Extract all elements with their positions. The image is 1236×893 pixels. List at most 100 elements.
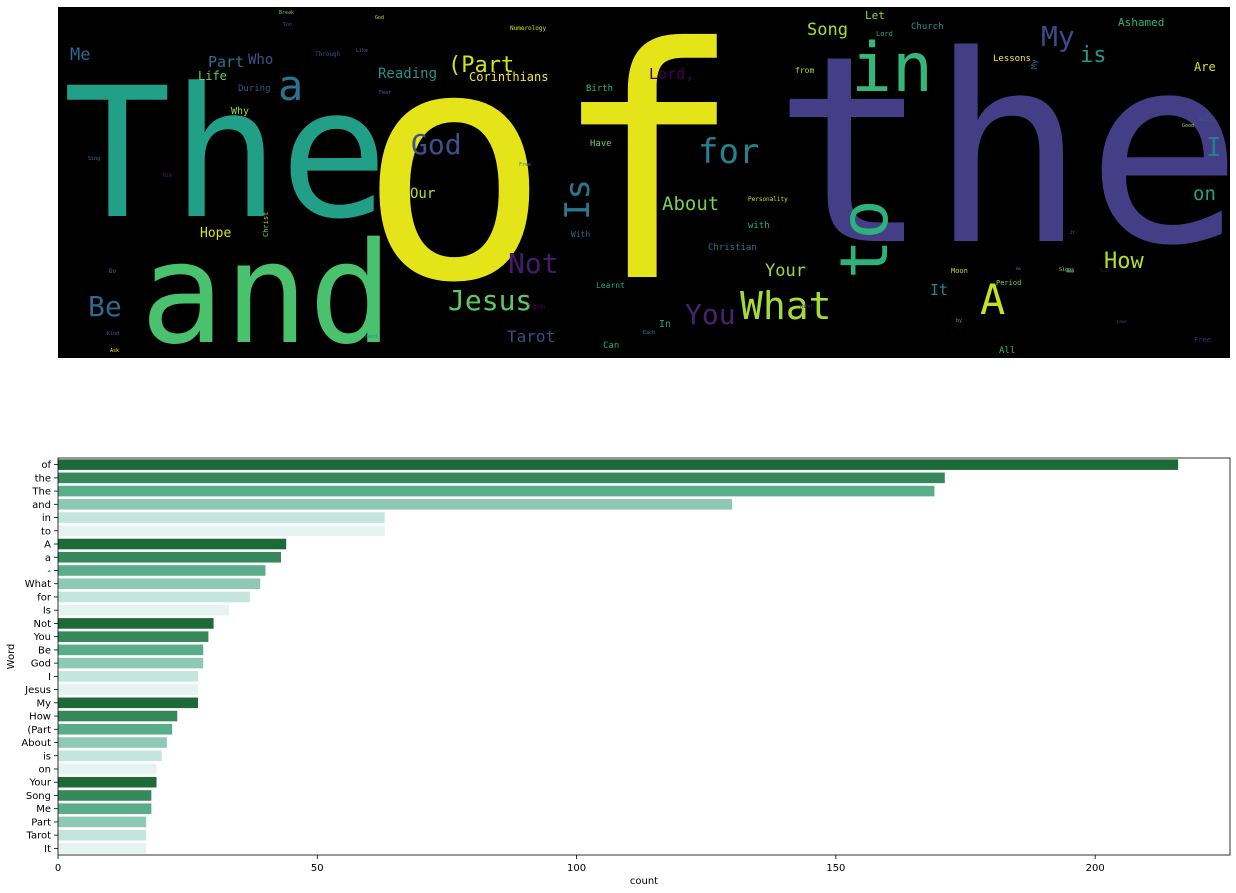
cloud-word: Lessons (993, 54, 1031, 64)
bar (58, 499, 733, 510)
x-tick-label: 200 (1086, 863, 1105, 874)
bar (58, 737, 167, 748)
cloud-word: With (571, 230, 591, 239)
cloud-word: Part (208, 53, 245, 71)
cloud-word: God (375, 15, 385, 21)
cloud-word: Like (356, 48, 369, 54)
bar (58, 790, 152, 801)
cloud-word: Through (315, 51, 341, 58)
cloud-word: Free (519, 162, 532, 168)
y-tick-label: for (37, 592, 52, 603)
cloud-word: What (740, 284, 832, 328)
word-cloud: The of the and in to a A What God for Is Not You Jesus… (58, 7, 1230, 358)
cloud-word: from (795, 66, 815, 75)
cloud-word: Personality (748, 196, 788, 203)
y-tick-label: Me (36, 804, 51, 815)
bar (58, 684, 199, 695)
cloud-word: Ashamed (1118, 16, 1165, 29)
cloud-word: Sing (88, 156, 101, 162)
y-tick-label: and (32, 500, 51, 511)
bar (58, 710, 178, 722)
y-tick-label: I (48, 672, 51, 683)
bar (58, 750, 162, 762)
y-tick-label: Not (33, 619, 51, 630)
cloud-word: - (1062, 253, 1079, 286)
cloud-word: Have (590, 139, 612, 149)
cloud-word: Are (1194, 60, 1216, 74)
x-tick-label: 100 (567, 863, 586, 874)
y-tick-label: My (36, 698, 51, 709)
bar (58, 631, 209, 642)
cloud-word: Lord, (649, 65, 695, 83)
cloud-word: Do (109, 268, 117, 275)
cloud-word: Let (865, 9, 885, 22)
cloud-word: Too (283, 22, 293, 28)
cloud-word: Life (198, 69, 227, 83)
cloud-word: The (63, 50, 389, 259)
cloud-word: A (980, 275, 1006, 324)
bar (58, 578, 261, 590)
cloud-word: Reading (378, 66, 438, 82)
cloud-word: Can (603, 341, 620, 351)
cloud-word: Kind (107, 331, 120, 337)
cloud-word: and (140, 213, 393, 359)
x-tick-label: 0 (55, 863, 61, 874)
bar (58, 816, 147, 828)
cloud-word: Love (1117, 319, 1127, 324)
cloud-word: Numerology (510, 25, 547, 32)
y-tick-label: The (31, 487, 51, 498)
cloud-word: All (999, 346, 1016, 356)
cloud-word: with (748, 221, 770, 231)
cloud-word: In (659, 319, 672, 330)
bar (58, 472, 945, 484)
bar (58, 843, 147, 854)
y-tick-label: (Part (27, 725, 51, 736)
bar (58, 803, 152, 814)
cloud-word: Am (1016, 266, 1021, 271)
cloud-word: God (411, 128, 462, 161)
bar (58, 551, 281, 563)
cloud-word: in (851, 29, 933, 108)
cloud-word: Hope (200, 226, 232, 241)
cloud-word: During (238, 84, 271, 94)
cloud-word: Good (1182, 123, 1195, 129)
cloud-word: How (1104, 249, 1144, 274)
cloud-word: Fear (379, 90, 392, 96)
y-tick-label: on (39, 764, 51, 775)
cloud-word: About (662, 193, 720, 215)
cloud-word: Birth (586, 84, 614, 94)
y-tick-label: Part (31, 817, 51, 828)
bar (58, 776, 157, 788)
cloud-word: Be (88, 290, 122, 323)
cloud-word: Period (996, 279, 1022, 287)
cloud-word: Christian (708, 243, 757, 253)
bar (58, 671, 199, 682)
cloud-word: It (1070, 230, 1075, 235)
cloud-word: by (956, 318, 963, 324)
cloud-word: for (698, 132, 760, 172)
bar (58, 763, 157, 775)
y-tick-label: What (25, 579, 51, 590)
cloud-word: Free (1194, 336, 1211, 344)
x-tick-label: 50 (311, 863, 324, 874)
bar (58, 604, 230, 616)
y-tick-label: You (33, 632, 51, 643)
y-tick-label: About (21, 738, 51, 749)
x-axis-label: count (630, 876, 658, 887)
y-tick-label: It (44, 844, 51, 855)
cloud-word: You (685, 298, 736, 331)
cloud-word: a (278, 61, 304, 110)
bar (58, 723, 173, 735)
cloud-word: Break (279, 10, 295, 16)
y-tick-label: of (41, 460, 51, 471)
cloud-word: Our (410, 186, 436, 202)
bar (58, 829, 147, 841)
bar (58, 485, 935, 497)
y-tick-label: A (44, 540, 51, 551)
cloud-word: It (930, 281, 949, 299)
y-tick-label: Jesus (24, 685, 51, 696)
cloud-word: Ask (110, 348, 120, 354)
cloud-word: Your (765, 261, 806, 281)
cloud-word: on (1193, 183, 1216, 205)
cloud-word: Moon (951, 267, 968, 275)
